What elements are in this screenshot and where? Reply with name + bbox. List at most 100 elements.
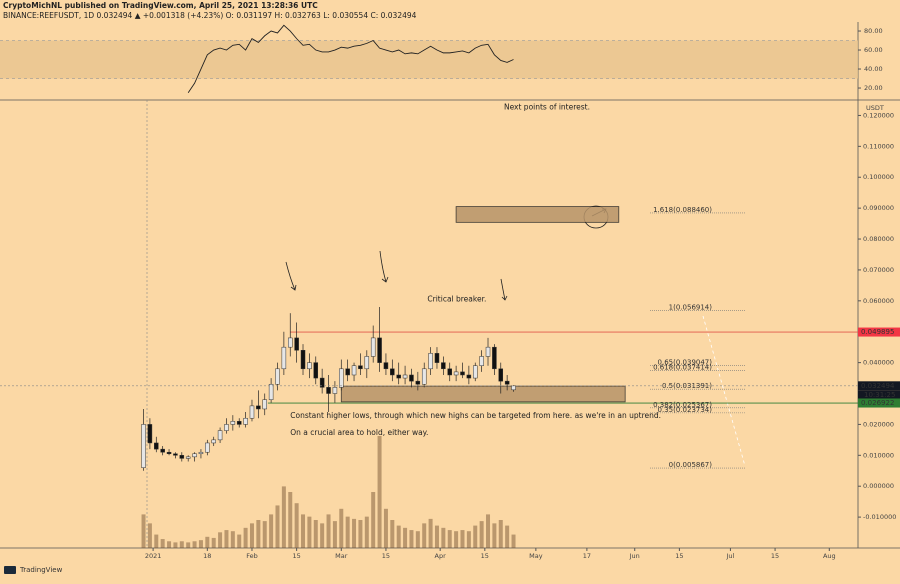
volume-bar — [301, 514, 306, 548]
volume-bar — [447, 530, 452, 548]
x-tick-label: 18 — [203, 552, 211, 560]
volume-bar — [396, 525, 401, 548]
y-tick-label: 0.070000 — [863, 266, 894, 274]
volume-bar — [505, 525, 510, 548]
x-tick-label: May — [529, 552, 543, 560]
y-tick-label: 0.060000 — [863, 297, 894, 305]
x-tick-label: 2021 — [145, 552, 162, 560]
volume-bar — [173, 542, 178, 548]
candle-body — [294, 337, 299, 351]
candle-body — [198, 451, 204, 455]
volume-bar — [154, 534, 159, 548]
zone — [455, 206, 620, 223]
candle-body — [205, 442, 210, 453]
annotation: Critical breaker. — [427, 294, 486, 303]
fib-label: 0.382(0.025367) — [653, 401, 712, 409]
y-tick-label: 0.010000 — [863, 451, 894, 459]
countdown: 10:31:25 — [864, 391, 895, 399]
volume-bar — [371, 492, 376, 548]
candle-body — [288, 337, 293, 348]
logo-icon — [4, 566, 16, 574]
volume-bar — [211, 537, 216, 548]
candle-body — [307, 362, 312, 370]
y-tick-label: -0.010000 — [863, 513, 896, 521]
volume-bar — [415, 531, 420, 548]
arrow — [379, 250, 389, 283]
volume-bar — [428, 518, 433, 548]
volume-bar — [403, 527, 408, 548]
candle-body — [345, 368, 350, 376]
fib-label: 0.5(0.031391) — [662, 382, 712, 390]
candle-body — [224, 424, 229, 431]
candle-body — [511, 385, 516, 391]
x-tick-label: Jun — [629, 552, 640, 560]
volume-bar — [409, 530, 414, 548]
annotation: Constant higher lows, through which new … — [290, 411, 661, 420]
candle-body — [160, 448, 165, 453]
candle-body — [332, 387, 338, 394]
publish-line: CryptoMichNL published on TradingView.co… — [3, 1, 318, 10]
rsi-tick-label: 20.00 — [864, 84, 883, 92]
volume-bar — [218, 532, 223, 548]
volume-bar — [262, 521, 267, 548]
fib-label: 1(0.056914) — [669, 303, 713, 311]
volume-bar — [307, 516, 312, 548]
candle-body — [211, 439, 216, 444]
candle-body — [466, 374, 472, 379]
candle-body — [472, 365, 478, 379]
volume-bar — [364, 516, 369, 548]
candle-body — [364, 356, 370, 370]
price-label: 0.026922 — [861, 399, 894, 407]
candle-body — [319, 377, 325, 388]
countdown-box — [858, 390, 900, 400]
candle-body — [377, 337, 382, 363]
volume-bar — [492, 523, 497, 548]
candle-body — [479, 356, 484, 366]
x-tick-label: 15 — [292, 552, 300, 560]
volume-bar — [275, 505, 280, 548]
volume-bar — [205, 536, 210, 548]
volume-bar — [498, 520, 503, 548]
x-tick-label: Mar — [335, 552, 348, 560]
candle-body — [390, 368, 395, 376]
volume-bar — [269, 514, 274, 548]
volume-bar — [160, 539, 165, 548]
volume-bar — [479, 521, 484, 548]
candle-body — [339, 368, 344, 388]
x-tick-label: 15 — [382, 552, 390, 560]
candle-body — [409, 374, 414, 382]
volume-bar — [224, 530, 229, 548]
volume-bar — [390, 520, 395, 548]
price-label-box — [858, 381, 900, 391]
candle-body — [370, 337, 376, 357]
x-tick-label: Jul — [725, 552, 734, 560]
volume-bar — [288, 492, 293, 548]
candle-body — [230, 421, 236, 425]
candle-body — [236, 421, 242, 425]
candle-body — [498, 368, 504, 382]
volume-bar — [198, 540, 203, 548]
volume-bar — [320, 523, 325, 548]
candle-body — [396, 374, 401, 379]
candle-body — [428, 353, 433, 370]
x-tick-label: Aug — [823, 552, 836, 560]
candle-body — [492, 346, 497, 370]
candle-body — [453, 371, 459, 376]
fib-label: 1.618(0.088460) — [653, 206, 712, 214]
fib-label: 0.618(0.037414) — [653, 364, 712, 372]
x-tick-label: 17 — [583, 552, 591, 560]
candle-body — [179, 455, 185, 459]
candle-body — [268, 383, 274, 400]
x-tick-label: 15 — [771, 552, 779, 560]
y-tick-label: 0.080000 — [863, 235, 894, 243]
volume-bar — [358, 520, 363, 548]
y-tick-label: 0.040000 — [863, 359, 894, 367]
candle-body — [351, 365, 357, 376]
x-tick-label: 15 — [481, 552, 489, 560]
rsi-tick-label: 40.00 — [864, 65, 883, 73]
candle-body — [217, 430, 223, 441]
arrow — [500, 278, 508, 301]
candle-body — [185, 456, 191, 459]
volume-bar — [326, 514, 331, 548]
